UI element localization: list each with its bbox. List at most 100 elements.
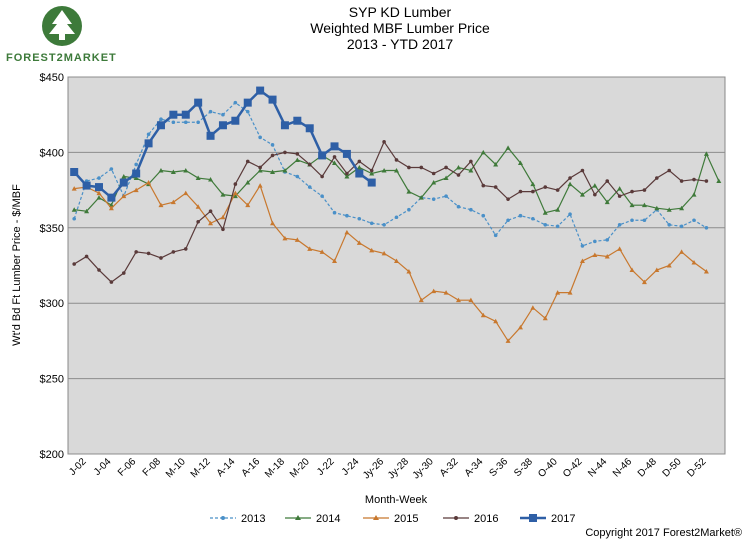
legend-marker: [373, 515, 379, 520]
legend-item-2015: 2015: [363, 513, 418, 525]
data-point: [181, 110, 190, 119]
x-tick-label: D-50: [661, 456, 684, 479]
data-point: [256, 86, 265, 95]
data-point: [132, 169, 141, 178]
data-point: [443, 290, 449, 295]
data-point: [617, 246, 623, 251]
data-point: [70, 168, 79, 177]
data-point: [481, 183, 486, 188]
data-point: [542, 210, 548, 215]
data-point: [517, 324, 523, 330]
data-point: [233, 182, 238, 186]
data-point: [531, 189, 535, 194]
data-point: [443, 175, 449, 181]
data-point: [456, 204, 461, 209]
y-tick-label: $400: [40, 147, 64, 159]
data-point: [357, 159, 362, 164]
data-point: [270, 143, 275, 147]
series-line: [74, 181, 707, 342]
data-point: [133, 175, 139, 181]
data-point: [82, 181, 91, 190]
x-tick-label: D-52: [685, 456, 708, 479]
legend-marker: [221, 516, 225, 520]
y-tick-label: $200: [40, 449, 64, 461]
data-point: [121, 174, 127, 179]
data-point: [170, 199, 176, 205]
data-point: [332, 210, 337, 215]
data-point: [480, 149, 486, 155]
data-point: [394, 258, 399, 263]
data-point: [258, 135, 262, 140]
data-point: [245, 202, 251, 208]
legend-label: 2016: [474, 513, 498, 525]
data-point: [493, 185, 498, 189]
series-2017: [70, 86, 376, 202]
data-point: [555, 290, 561, 295]
data-point: [218, 121, 227, 130]
data-point: [97, 176, 101, 180]
legend-marker: [529, 514, 537, 522]
legend-label: 2017: [551, 513, 575, 525]
data-point: [468, 167, 474, 173]
data-point: [629, 202, 635, 208]
data-point: [407, 165, 411, 170]
data-point: [196, 219, 200, 224]
data-point: [505, 338, 511, 343]
data-point: [208, 177, 214, 182]
data-point: [268, 95, 277, 104]
data-point: [257, 167, 263, 173]
data-point: [245, 180, 251, 185]
data-point: [580, 168, 585, 173]
data-point: [320, 174, 324, 179]
x-tick-label: M-12: [189, 456, 213, 480]
data-point: [71, 186, 77, 191]
data-point: [183, 190, 189, 196]
data-point: [691, 259, 697, 265]
chart-title-line-1: SYP KD Lumber: [348, 4, 452, 20]
data-point: [183, 247, 188, 251]
data-point: [108, 205, 114, 211]
x-tick-label: Jy-28: [386, 456, 411, 481]
x-tick-label: O-42: [561, 456, 585, 480]
data-point: [220, 214, 226, 220]
data-point: [444, 194, 448, 198]
data-point: [604, 253, 610, 259]
data-point: [345, 171, 349, 176]
data-point: [382, 140, 386, 144]
data-point: [394, 167, 399, 173]
data-point: [506, 218, 510, 223]
data-point: [679, 224, 684, 229]
data-point: [593, 192, 597, 197]
data-point: [208, 109, 213, 114]
data-point: [641, 279, 647, 285]
data-point: [691, 192, 697, 197]
data-point: [654, 205, 660, 211]
data-point: [419, 165, 424, 170]
data-point: [231, 116, 240, 125]
plot-area: [67, 76, 726, 455]
data-point: [344, 174, 350, 179]
x-tick-label: D-48: [636, 456, 659, 479]
data-point: [506, 197, 510, 201]
data-point: [293, 116, 302, 125]
data-point: [294, 237, 300, 242]
data-point: [96, 195, 102, 200]
data-point: [493, 233, 498, 238]
data-point: [146, 180, 152, 185]
data-point: [382, 222, 386, 227]
data-point: [593, 239, 597, 244]
x-tick-label: A-34: [463, 456, 486, 479]
y-tick-label: $300: [40, 298, 64, 310]
data-point: [109, 280, 114, 284]
data-point: [666, 263, 672, 268]
legend-item-2017: 2017: [520, 513, 575, 525]
data-point: [431, 180, 437, 185]
data-point: [171, 120, 176, 125]
data-point: [270, 169, 276, 175]
data-point: [406, 189, 412, 194]
data-point: [232, 190, 238, 196]
data-point: [530, 305, 536, 310]
y-tick-label: $350: [40, 223, 64, 235]
data-point: [159, 256, 163, 260]
